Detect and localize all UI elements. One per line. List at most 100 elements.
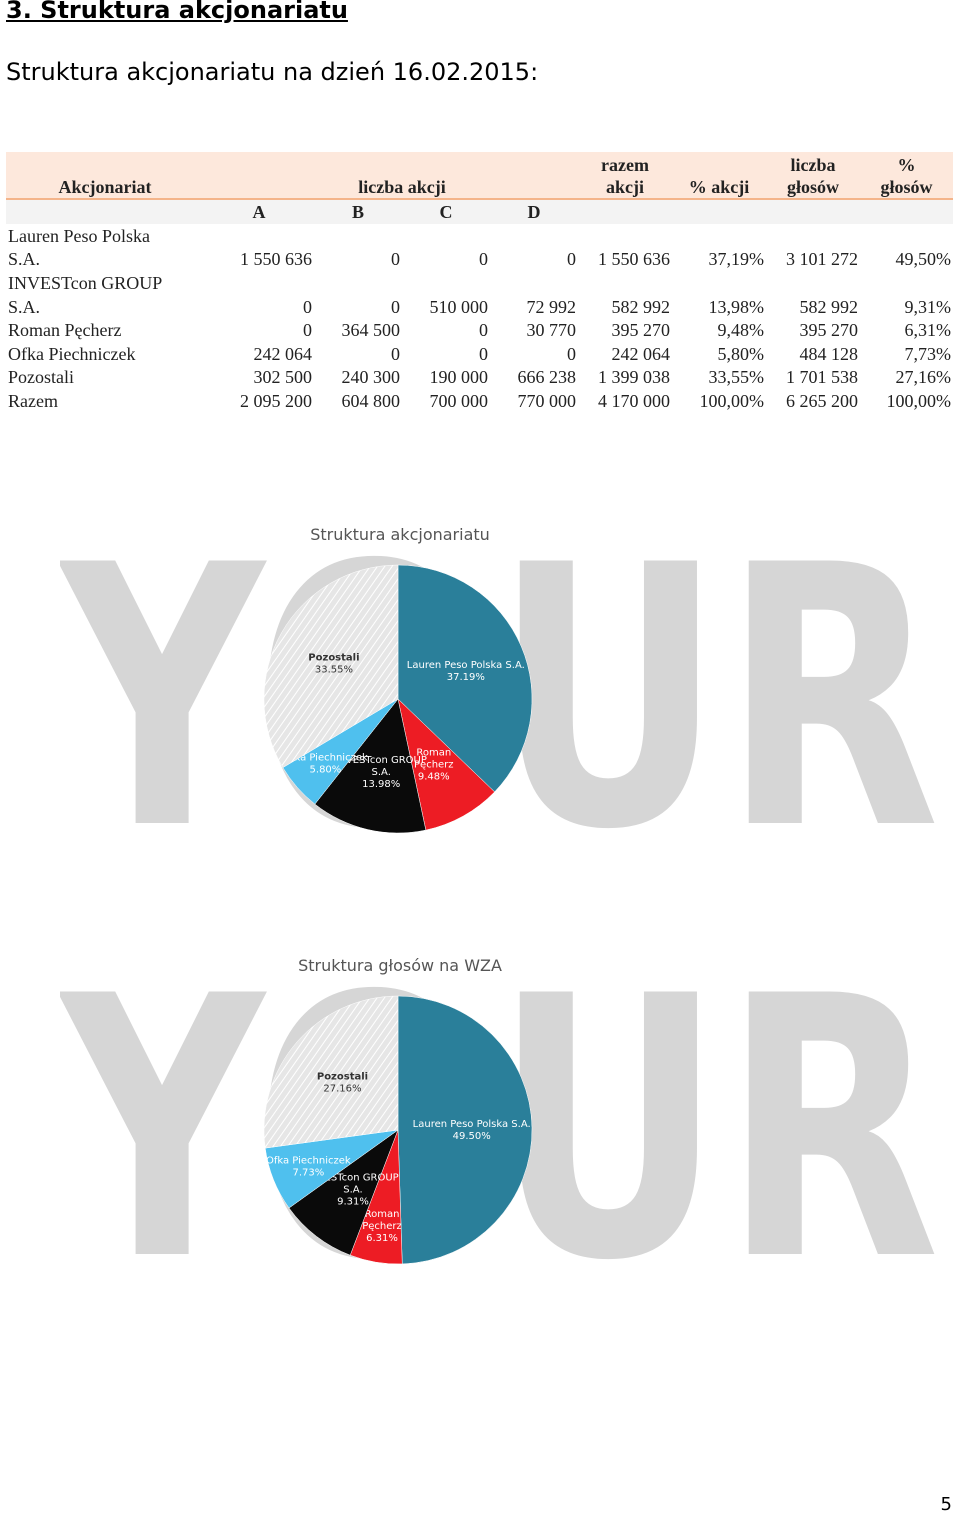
header-razem-line1: razem (601, 155, 649, 175)
shareholder-name: Pozostali (8, 367, 74, 388)
chart-title: Struktura głosów na WZA (298, 956, 502, 975)
table-row: Lauren Peso Polska (6, 224, 953, 248)
header-akcjonariat: Akcjonariat (6, 152, 204, 199)
cell-b: 364 500 (341, 320, 401, 341)
shareholder-name: Razem (8, 390, 58, 411)
cell-d: 666 238 (517, 367, 577, 388)
shareholder-name: Ofka Piechniczek (8, 343, 136, 364)
cell-b: 0 (391, 296, 400, 317)
header-razem-akcji: razem akcji (578, 152, 672, 199)
cell-d: 72 992 (526, 296, 577, 317)
pie-chart-shares: YOUR Struktura akcjonariatu Lauren Peso … (0, 515, 960, 855)
shareholder-table-image: Akcjonariat liczba akcji razem akcji % a… (6, 152, 953, 413)
table-row: S.A. 1 550 636 0 0 0 1 550 636 37,19% 3 … (6, 248, 953, 272)
cell-c: 510 000 (429, 296, 489, 317)
cell-razem: 1 550 636 (598, 249, 670, 270)
section-heading: 3. Struktura akcjonariatu (6, 0, 348, 24)
header-liczba-glosow: liczba głosów (766, 152, 860, 199)
header-proc-glosow: % głosów (860, 152, 953, 199)
shareholder-name: Lauren Peso Polska (8, 225, 150, 246)
table-row: INVESTcon GROUP (6, 271, 953, 295)
cell-proc-glosow: 49,50% (895, 249, 952, 270)
cell-liczba-glosow: 1 701 538 (786, 367, 858, 388)
pie-slice-investcon (288, 1129, 399, 1256)
header-proc-akcji: % akcji (672, 152, 766, 199)
pie-svg: Lauren Peso Polska S.A. 49.50% Roman Pęcher… (263, 995, 533, 1265)
header-col-d: D (490, 198, 578, 224)
header-proc-glosow-line2: głosów (880, 177, 933, 197)
cell-a: 1 550 636 (240, 249, 312, 270)
cell-b: 0 (391, 343, 400, 364)
pie-chart-votes: YOUR Struktura głosów na WZA Lauren Peso… (0, 946, 960, 1286)
cell-proc-akcji: 13,98% (708, 296, 765, 317)
cell-razem: 582 992 (611, 296, 671, 317)
cell-liczba-glosow: 395 270 (799, 320, 859, 341)
cell-liczba-glosow: 3 101 272 (786, 249, 858, 270)
cell-razem: 395 270 (611, 320, 671, 341)
cell-c: 700 000 (429, 390, 489, 411)
cell-proc-glosow: 7,73% (904, 343, 952, 364)
cell-a: 2 095 200 (240, 390, 312, 411)
pie-label-roman: Roman Pęcherz 6.31% (362, 1209, 402, 1244)
cell-proc-glosow: 6,31% (904, 320, 952, 341)
shareholder-name: INVESTcon GROUP (8, 272, 163, 293)
table-row: Pozostali 302 500 240 300 190 000 666 23… (6, 366, 953, 390)
cell-c: 0 (479, 320, 488, 341)
cell-b: 240 300 (341, 367, 401, 388)
cell-proc-akcji: 33,55% (708, 367, 765, 388)
page-number: 5 (940, 1494, 952, 1515)
cell-d: 0 (567, 343, 576, 364)
header-col-a: A (204, 198, 314, 224)
pie-slice-roman (397, 698, 495, 831)
shareholder-name-cont: S.A. (8, 249, 41, 270)
header-liczba-glosow-line1: liczba (790, 155, 836, 175)
shareholder-name: Roman Pęcherz (8, 320, 122, 341)
cell-a: 0 (303, 320, 312, 341)
pie-label-investcon: INVESTcon GROUP S.A. 9.31% (307, 1172, 398, 1207)
pie-label-investcon: INVESTcon GROUP S.A. 13.98% (335, 755, 426, 790)
table-header-row: Akcjonariat liczba akcji razem akcji % a… (6, 152, 953, 199)
cell-proc-akcji: 100,00% (699, 390, 765, 411)
cell-d: 30 770 (526, 320, 577, 341)
pie-slice-investcon (314, 698, 427, 834)
shareholder-table: Akcjonariat liczba akcji razem akcji % a… (6, 152, 953, 413)
header-razem-line2: akcji (606, 177, 644, 197)
cell-liczba-glosow: 484 128 (799, 343, 859, 364)
cell-b: 0 (391, 249, 400, 270)
cell-proc-akcji: 9,48% (717, 320, 765, 341)
header-col-b: B (314, 198, 402, 224)
cell-razem: 4 170 000 (598, 390, 670, 411)
cell-razem: 242 064 (611, 343, 671, 364)
pie-slice-pozostali (263, 564, 399, 768)
pie-slice-lauren (397, 995, 533, 1265)
table-row: S.A. 0 0 510 000 72 992 582 992 13,98% 5… (6, 295, 953, 319)
section-subheading: Struktura akcjonariatu na dzień 16.02.20… (6, 58, 539, 86)
pie-label-pozostali: Pozostali 27.16% (317, 1072, 368, 1095)
cell-proc-glosow: 9,31% (904, 296, 952, 317)
cell-liczba-glosow: 6 265 200 (786, 390, 858, 411)
pie-slice-lauren (397, 564, 533, 793)
pie-label-ofka: Ofka Piechniczek 7.73% (266, 1156, 351, 1179)
table-subheader-row: A B C D (6, 198, 953, 224)
pie-label-roman: Roman Pęcherz 9.48% (414, 747, 454, 782)
cell-a: 242 064 (253, 343, 313, 364)
pie-svg: Lauren Peso Polska S.A. 37.19% Roman Pęcher… (263, 564, 533, 834)
pie-label-ofka: Ofka Piechniczek 5.80% (283, 753, 368, 776)
cell-c: 0 (479, 249, 488, 270)
shareholder-name-cont: S.A. (8, 296, 41, 317)
pie-slice-pozostali (263, 995, 399, 1149)
pie-label-pozostali: Pozostali 33.55% (308, 653, 359, 676)
chart-title: Struktura akcjonariatu (310, 525, 490, 544)
cell-proc-glosow: 27,16% (895, 367, 952, 388)
pie-label-lauren: Lauren Peso Polska S.A. 37.19% (407, 660, 525, 683)
cell-a: 0 (303, 296, 312, 317)
cell-d: 0 (567, 249, 576, 270)
table-row-total: Razem 2 095 200 604 800 700 000 770 000 … (6, 389, 953, 413)
cell-c: 0 (479, 343, 488, 364)
cell-c: 190 000 (429, 367, 489, 388)
cell-proc-glosow: 100,00% (886, 390, 952, 411)
cell-liczba-glosow: 582 992 (799, 296, 859, 317)
pie-label-lauren: Lauren Peso Polska S.A. 49.50% (413, 1119, 531, 1142)
table-row: Ofka Piechniczek 242 064 0 0 0 242 064 5… (6, 342, 953, 366)
header-col-c: C (402, 198, 490, 224)
